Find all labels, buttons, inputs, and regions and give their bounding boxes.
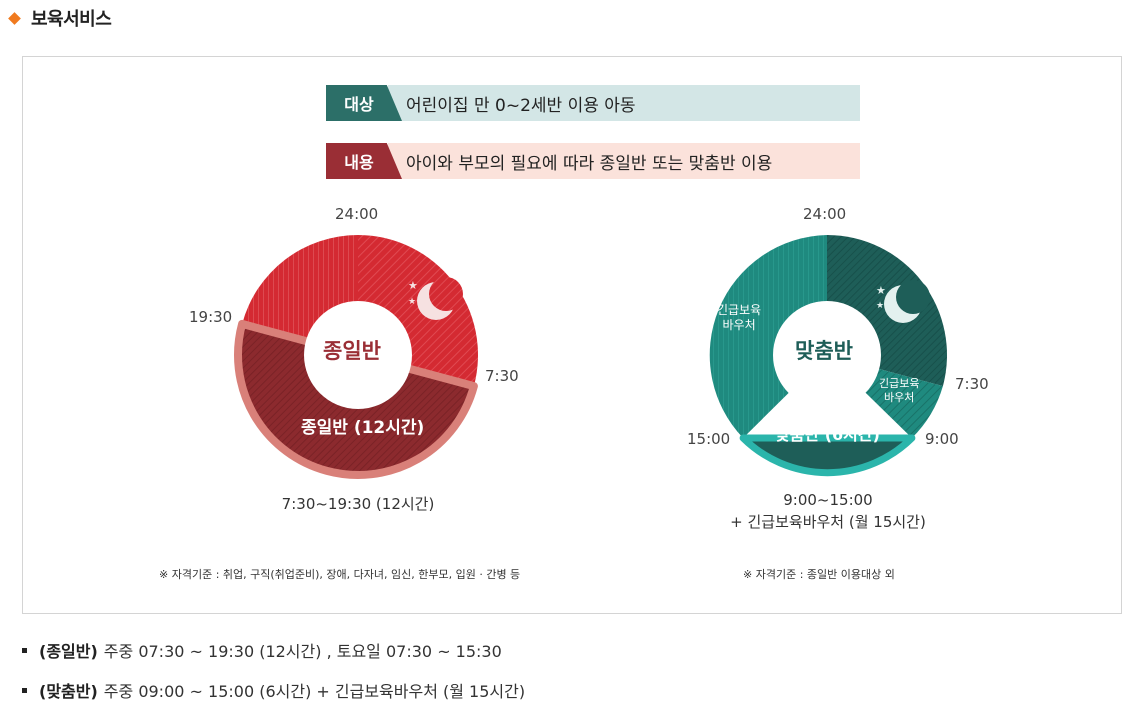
full-day-time-1930: 19:30 bbox=[189, 308, 233, 326]
list-item-term: (종일반) bbox=[39, 642, 98, 661]
custom-caption-line2: + 긴급보육바우처 (월 15시간) bbox=[730, 513, 926, 531]
clock-charts: ★ ★ ★ ★ bbox=[234, 235, 948, 479]
svg-text:★: ★ bbox=[408, 297, 416, 307]
full-day-center-label: 종일반 bbox=[323, 339, 381, 363]
list-item-term: (맞춤반) bbox=[39, 682, 98, 701]
custom-voucher-left-label: 긴급보육 바우처 bbox=[717, 303, 762, 332]
svg-text:★: ★ bbox=[876, 284, 886, 297]
full-day-time-0730: 7:30 bbox=[485, 367, 519, 385]
custom-afternoon-voucher-slice bbox=[709, 235, 827, 438]
schedule-list: (종일반) 주중 07:30 ~ 19:30 (12시간) , 토요일 07:3… bbox=[22, 640, 525, 720]
moon-stars-icon: ★ ★ bbox=[876, 280, 930, 323]
custom-time-1500: 15:00 bbox=[687, 430, 731, 448]
section-title: 보육서비스 bbox=[31, 9, 112, 30]
list-item-text: 주중 07:30 ~ 19:30 (12시간) , 토요일 07:30 ~ 15… bbox=[103, 642, 502, 661]
content-banner: 내용 아이와 부모의 필요에 따라 종일반 또는 맞춤반 이용 bbox=[326, 143, 860, 179]
content-tag: 내용 bbox=[326, 143, 402, 179]
custom-time-0900: 9:00 bbox=[925, 430, 959, 448]
content-text: 아이와 부모의 필요에 따라 종일반 또는 맞춤반 이용 bbox=[388, 143, 860, 179]
custom-clock: ★ ★ bbox=[709, 235, 948, 477]
custom-voucher-right-label: 긴급보육 바우처 bbox=[879, 377, 920, 404]
custom-time-0730: 7:30 bbox=[955, 375, 989, 393]
square-bullet-icon bbox=[22, 647, 27, 653]
custom-center-label: 맞춤반 bbox=[795, 339, 853, 363]
full-day-clock: ★ ★ bbox=[234, 235, 479, 479]
full-day-eligibility-note: ※ 자격기준 : 취업, 구직(취업준비), 장애, 다자녀, 임신, 한부모,… bbox=[159, 568, 521, 581]
svg-text:★: ★ bbox=[408, 279, 418, 292]
list-item-text: 주중 09:00 ~ 15:00 (6시간) + 긴급보육바우처 (월 15시간… bbox=[103, 682, 526, 701]
target-text: 어린이집 만 0~2세반 이용 아동 bbox=[388, 85, 860, 121]
moon-stars-icon: ★ ★ bbox=[408, 277, 463, 320]
full-day-band-label: 종일반 (12시간) bbox=[301, 418, 425, 438]
custom-time-2400: 24:00 bbox=[803, 205, 847, 223]
full-day-time-2400: 24:00 bbox=[335, 205, 379, 223]
svg-text:★: ★ bbox=[876, 301, 884, 311]
target-banner: 대상 어린이집 만 0~2세반 이용 아동 bbox=[326, 85, 860, 121]
list-item: (종일반) 주중 07:30 ~ 19:30 (12시간) , 토요일 07:3… bbox=[22, 640, 525, 661]
square-bullet-icon bbox=[22, 687, 27, 693]
list-item: (맞춤반) 주중 09:00 ~ 15:00 (6시간) + 긴급보육바우처 (… bbox=[22, 680, 526, 701]
full-day-caption: 7:30~19:30 (12시간) bbox=[281, 495, 435, 513]
custom-caption-line1: 9:00~15:00 bbox=[783, 491, 873, 509]
service-infographic: 대상 어린이집 만 0~2세반 이용 아동 내용 아이와 부모의 필요에 따라 … bbox=[22, 56, 1122, 614]
custom-eligibility-note: ※ 자격기준 : 종일반 이용대상 외 bbox=[743, 568, 895, 581]
diamond-bullet-icon bbox=[8, 11, 21, 25]
custom-service-band bbox=[739, 434, 916, 477]
section-header: 보육서비스 bbox=[6, 4, 112, 32]
custom-band-label: 맞춤반 (6시간) bbox=[775, 425, 880, 444]
